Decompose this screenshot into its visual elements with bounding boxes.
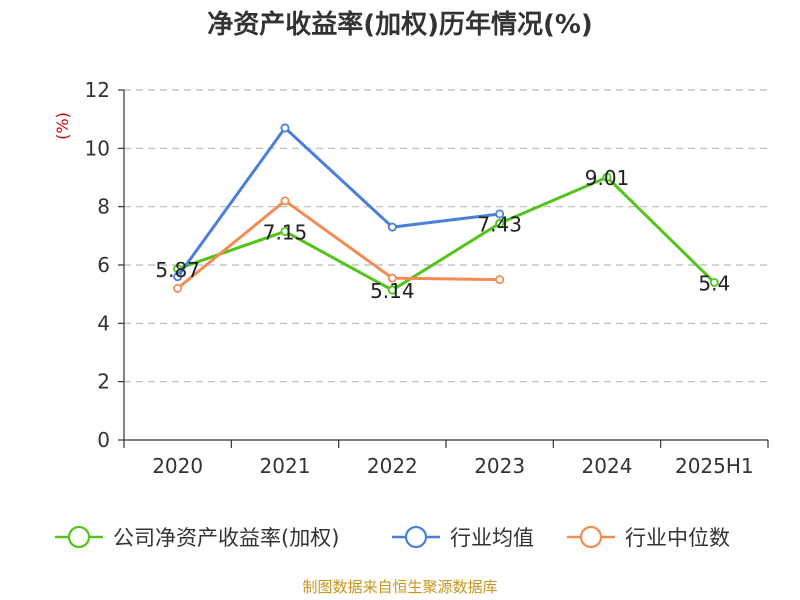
source-note: 制图数据来自恒生聚源数据库 <box>302 578 497 596</box>
data-point <box>495 209 505 219</box>
legend-marker <box>67 525 91 549</box>
legend-item-0: 公司净资产收益率(加权) <box>55 525 339 550</box>
legend: 公司净资产收益率(加权) 行业均值 行业中位数 <box>55 525 730 550</box>
y-tick-label: 0 <box>97 428 110 452</box>
data-point <box>709 277 719 287</box>
data-label: 5.14 <box>370 279 415 303</box>
y-tick-label: 10 <box>85 136 110 160</box>
x-tick-label: 2021 <box>260 454 311 478</box>
data-point <box>280 123 290 133</box>
y-axis-label: (%) <box>53 112 72 140</box>
data-label: 7.43 <box>477 212 522 236</box>
data-point <box>387 273 397 283</box>
series-line-0 <box>176 175 716 292</box>
y-tick-label: 8 <box>97 195 110 219</box>
data-point <box>280 196 290 206</box>
data-point <box>387 285 397 295</box>
legend-marker <box>404 525 428 549</box>
data-point <box>387 222 397 232</box>
data-label: 5.4 <box>698 272 730 296</box>
series-line-2 <box>176 199 502 290</box>
data-point <box>173 283 183 293</box>
legend-label: 公司净资产收益率(加权) <box>113 526 339 550</box>
x-tick-label: 2025H1 <box>675 454 754 478</box>
data-point <box>602 172 612 182</box>
data-point <box>280 226 290 236</box>
legend-label: 行业均值 <box>450 526 534 550</box>
series-line-1 <box>176 126 502 279</box>
legend-label: 行业中位数 <box>625 526 730 550</box>
x-tick-label: 2023 <box>474 454 525 478</box>
legend-marker <box>579 525 603 549</box>
series-layer <box>173 123 719 295</box>
chart-title: 净资产收益率(加权)历年情况(%) <box>207 9 593 40</box>
grid-layer <box>124 89 768 383</box>
y-tick-label: 12 <box>85 78 110 102</box>
legend-item-1: 行业均值 <box>392 525 534 550</box>
axis-layer: 0 2 4 6 8 10 12 2020 2021 2022 2023 2024 2025H1 <box>85 78 769 478</box>
data-point <box>173 272 183 282</box>
x-tick-label: 2024 <box>582 454 633 478</box>
data-point <box>495 218 505 228</box>
x-tick-label: 2022 <box>367 454 418 478</box>
y-tick-label: 6 <box>97 253 110 277</box>
y-tick-label: 4 <box>97 311 110 335</box>
data-point <box>495 275 505 285</box>
data-label: 5.87 <box>155 258 200 282</box>
data-label: 7.15 <box>263 220 308 244</box>
y-tick-label: 2 <box>97 370 110 394</box>
data-label: 9.01 <box>585 166 630 190</box>
x-tick-label: 2020 <box>152 454 203 478</box>
data-label-layer: 5.87 7.15 5.14 7.43 9.01 5.4 <box>155 166 730 303</box>
legend-item-2: 行业中位数 <box>567 525 730 550</box>
